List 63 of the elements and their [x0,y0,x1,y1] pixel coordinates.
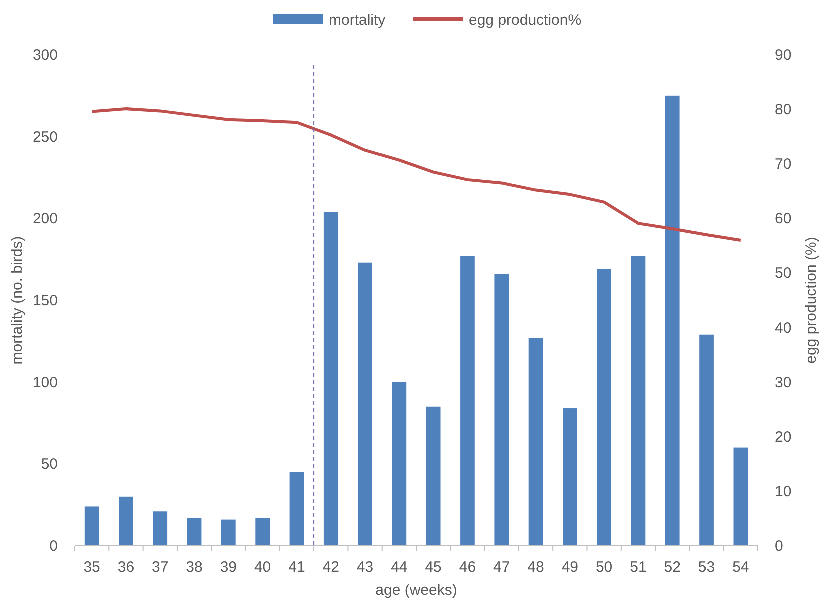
y2-tick-label: 30 [775,374,792,392]
y2-tick-label: 80 [775,102,792,119]
bar [494,274,510,546]
x-tick-label: 39 [220,559,238,576]
x-tick-label: 44 [391,559,408,576]
bar [700,334,714,546]
x-tick-label: 49 [562,559,579,576]
x-tick-label: 41 [288,559,306,576]
bar [187,518,202,546]
legend-label: egg production% [469,12,582,29]
bar [119,496,134,546]
y2-tick-label: 60 [775,210,792,228]
y-tick-label: 0 [50,538,58,555]
y2-tick-label: 0 [775,538,784,555]
bar [597,269,612,546]
bar [358,262,372,546]
bar [665,96,680,546]
bar [222,520,236,546]
x-tick-label: 37 [152,559,169,576]
y-tick-label: 300 [32,47,58,64]
bar [460,256,475,546]
bar [290,472,304,546]
y2-tick-label: 50 [775,265,792,282]
x-axis-title: age (weeks) [376,582,458,599]
y-tick-label: 150 [32,292,58,310]
bar [392,382,407,546]
x-tick-label: 45 [425,559,442,576]
x-tick-label: 51 [630,559,647,576]
bar [426,406,441,546]
x-tick-label: 53 [698,559,716,576]
y-tick-label: 200 [32,210,58,228]
x-tick-label: 50 [596,559,613,576]
x-tick-label: 52 [664,559,681,576]
line-series [90,108,742,242]
y-tick-label: 250 [32,128,58,146]
x-tick-label: 42 [322,559,340,576]
x-tick-label: 46 [459,559,476,576]
bar [84,506,100,546]
y-tick-label: 100 [32,374,58,392]
x-tick-label: 47 [494,559,510,576]
x-tick-label: 40 [254,559,272,576]
y2-tick-label: 90 [775,47,792,64]
y2-tick-label: 20 [775,428,792,446]
y-axis-title: mortality (no. birds) [9,236,26,365]
y2-tick-label: 70 [775,156,792,174]
x-tick-label: 36 [118,559,135,576]
y2-tick-label: 10 [775,483,792,500]
y2-axis-title: egg production (%) [803,237,820,364]
bar [734,448,748,546]
bar [256,518,270,546]
bar [631,256,646,546]
bar [324,212,338,546]
x-tick-label: 54 [732,559,750,576]
x-tick-label: 43 [356,559,374,576]
x-tick-label: 38 [186,559,203,576]
y-tick-label: 50 [41,456,58,474]
y2-tick-label: 40 [775,320,792,337]
legend-label: mortality [329,12,386,29]
x-tick-label: 48 [528,559,544,576]
bar [153,512,168,546]
x-tick-label: 35 [84,559,100,576]
bar [528,338,544,546]
bar [563,408,578,546]
